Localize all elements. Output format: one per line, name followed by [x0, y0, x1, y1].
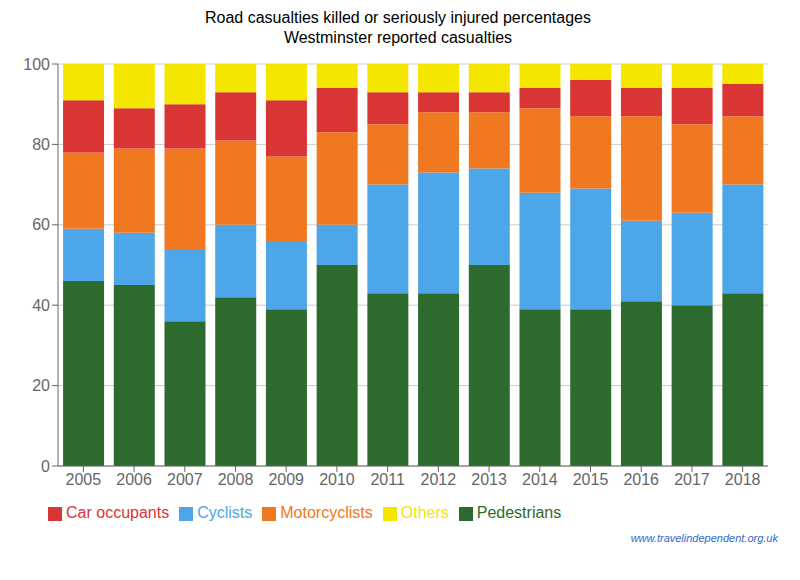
svg-text:2014: 2014	[522, 471, 558, 488]
html-text:Pedestrians: Pedestrians	[476, 504, 562, 521]
html-text:Road casualties killed or seri: Road casualties killed or seriously inju…	[205, 9, 591, 26]
svg-text:0: 0	[41, 458, 50, 475]
svg-text:80: 80	[32, 136, 50, 153]
html-text:Cyclists: Cyclists	[197, 504, 253, 521]
svg-text:2010: 2010	[319, 471, 355, 488]
svg-text:2005: 2005	[66, 471, 102, 488]
html-text:Westminster reported casualtie: Westminster reported casualties	[283, 29, 513, 46]
html-text:Motorcyclists: Motorcyclists	[280, 504, 373, 521]
svg-text:2017: 2017	[674, 471, 710, 488]
svg-text:20: 20	[32, 377, 50, 394]
html-text:www.travelindependent.org.uk: www.travelindependent.org.uk	[630, 532, 778, 544]
svg-text:2011: 2011	[370, 471, 405, 488]
svg-text:2013: 2013	[471, 471, 507, 488]
svg-text:2006: 2006	[116, 471, 152, 488]
svg-text:60: 60	[32, 216, 50, 233]
svg-text:2015: 2015	[573, 471, 609, 488]
html-text:Car occupants: Car occupants	[66, 504, 170, 521]
svg-text:2008: 2008	[218, 471, 254, 488]
html-text:Others: Others	[400, 504, 449, 521]
svg-text:2007: 2007	[167, 471, 203, 488]
svg-text:2016: 2016	[623, 471, 659, 488]
svg-text:2009: 2009	[268, 471, 304, 488]
svg-text:100: 100	[23, 56, 50, 73]
svg-text:2018: 2018	[725, 471, 761, 488]
svg-text:40: 40	[32, 297, 50, 314]
svg-text:2012: 2012	[421, 471, 457, 488]
